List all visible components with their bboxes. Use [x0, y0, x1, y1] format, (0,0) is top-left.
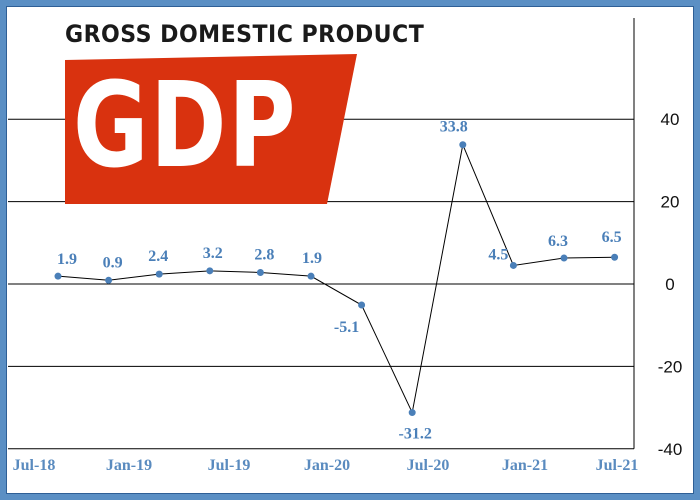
y-tick-labels: -40 -20 0 20 40	[658, 110, 683, 459]
data-label: -31.2	[399, 426, 432, 443]
series-line-layer	[57, 143, 615, 415]
x-tick-label: Jul-21	[596, 457, 639, 474]
data-label: 1.9	[302, 250, 322, 267]
data-points	[54, 141, 619, 417]
logo-title: GROSS DOMESTIC PRODUCT	[65, 20, 425, 48]
data-point	[155, 270, 163, 278]
data-point	[611, 253, 619, 261]
data-point	[307, 272, 315, 280]
x-tick-label: Jan-21	[502, 457, 548, 474]
data-label: -5.1	[334, 319, 359, 336]
y-tick-label: -40	[658, 440, 683, 459]
data-labels: 1.9 0.9 2.4 3.2 2.8 1.9 -5.1 -31.2 33.8 4.5 6.3 6.5	[57, 119, 622, 443]
y-tick-label: 0	[665, 275, 674, 294]
y-tick-label: 20	[661, 193, 680, 212]
data-label: 6.5	[602, 229, 622, 246]
x-tick-label: Jul-20	[407, 457, 450, 474]
logo-badge	[65, 54, 357, 204]
data-point	[459, 141, 467, 149]
x-tick-label: Jan-19	[106, 457, 152, 474]
data-label: 33.8	[440, 119, 468, 136]
data-label: 2.8	[254, 246, 274, 263]
data-point	[408, 409, 416, 417]
logo-text: GDP	[73, 56, 298, 194]
data-label: 0.9	[103, 254, 123, 271]
y-tick-label: 40	[661, 110, 680, 129]
data-point	[105, 276, 113, 284]
data-label: 3.2	[203, 245, 223, 262]
data-point	[54, 272, 62, 280]
data-point	[256, 268, 264, 276]
data-point	[509, 261, 517, 269]
x-tick-label: Jul-19	[208, 457, 251, 474]
data-point	[206, 267, 214, 275]
y-tick-label: -20	[658, 357, 683, 376]
x-tick-label: Jan-20	[304, 457, 350, 474]
data-label: 4.5	[488, 246, 508, 263]
data-label: 1.9	[57, 251, 77, 268]
data-label: 2.4	[148, 248, 168, 265]
data-label: 6.3	[548, 233, 568, 250]
gdp-logo: GROSS DOMESTIC PRODUCT GDP	[55, 12, 424, 204]
x-tick-labels: Jul-18 Jan-19 Jul-19 Jan-20 Jul-20 Jan-21 Jul-…	[13, 457, 639, 474]
series-line	[57, 143, 615, 415]
data-point	[560, 254, 568, 262]
data-point	[358, 301, 366, 309]
x-tick-label: Jul-18	[13, 457, 56, 474]
